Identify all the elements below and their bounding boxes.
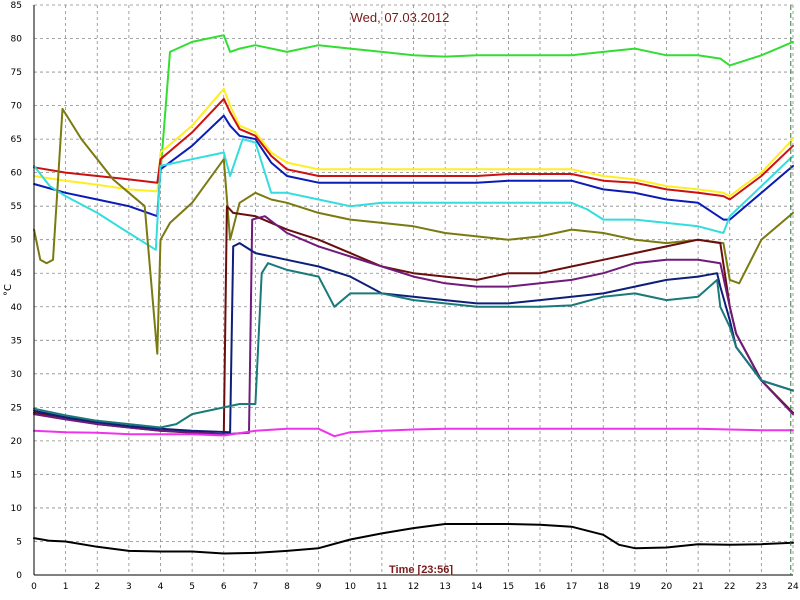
x-tick-label: 24 — [787, 582, 799, 592]
x-tick-label: 10 — [345, 582, 357, 592]
series-line — [33, 97, 794, 201]
y-tick-label: 15 — [11, 470, 22, 480]
series-line — [33, 523, 794, 555]
y-tick-label: 55 — [11, 202, 22, 212]
x-tick-label: 22 — [724, 582, 735, 592]
y-tick-label: 30 — [11, 370, 23, 380]
x-tick-label: 20 — [661, 582, 673, 592]
y-tick-label: 65 — [11, 135, 22, 145]
y-tick-label: 60 — [11, 169, 23, 179]
y-tick-label: 80 — [11, 35, 23, 45]
x-tick-label: 14 — [471, 582, 483, 592]
series-group — [33, 34, 794, 555]
x-tick-label: 7 — [253, 582, 259, 592]
y-tick-label: 0 — [16, 571, 22, 581]
y-tick-label: 25 — [11, 403, 22, 413]
x-tick-label: 13 — [439, 582, 450, 592]
series-line — [33, 242, 794, 434]
y-tick-label: 45 — [11, 269, 22, 279]
x-tick-label: 11 — [376, 582, 387, 592]
x-tick-label: 21 — [692, 582, 703, 592]
x-tick-label: 0 — [31, 582, 37, 592]
y-axis-label: °C — [3, 284, 14, 296]
series-line — [33, 262, 794, 429]
y-tick-label: 85 — [11, 1, 22, 11]
x-tick-label: 19 — [629, 582, 641, 592]
series-line — [33, 215, 794, 436]
x-tick-label: 5 — [189, 582, 195, 592]
x-tick-label: 18 — [598, 582, 610, 592]
y-tick-label: 75 — [11, 68, 22, 78]
y-tick-label: 20 — [11, 437, 23, 447]
chart-title: Wed, 07.03.2012 — [351, 10, 450, 25]
x-tick-label: 23 — [756, 582, 767, 592]
x-tick-label: 6 — [221, 582, 227, 592]
labels: Wed, 07.03.2012 Time [23:56] °C — [3, 10, 453, 576]
y-tick-label: 35 — [11, 336, 22, 346]
x-tick-label: 8 — [284, 582, 290, 592]
series-line — [33, 138, 794, 251]
x-axis-label: Time [23:56] — [389, 564, 453, 576]
y-tick-label: 5 — [16, 537, 22, 547]
axes: 0 1 2 3 4 5 6 7 8 9 10 11 12 13 14 15 16 17 18 19 20 21 22 23 24… — [11, 1, 799, 592]
y-tick-label: 70 — [11, 102, 23, 112]
x-tick-label: 15 — [503, 582, 514, 592]
y-tick-label: 50 — [11, 236, 23, 246]
x-tick-label: 12 — [408, 582, 419, 592]
x-tick-label: 17 — [566, 582, 577, 592]
series-line — [33, 107, 794, 355]
x-tick-label: 1 — [63, 582, 69, 592]
series-line — [159, 34, 794, 174]
series-line — [33, 427, 794, 438]
y-tick-label: 10 — [11, 504, 23, 514]
x-tick-label: 16 — [534, 582, 546, 592]
x-tick-label: 2 — [94, 582, 100, 592]
x-tick-label: 4 — [158, 582, 164, 592]
x-tick-label: 9 — [316, 582, 322, 592]
x-tick-label: 3 — [126, 582, 132, 592]
y-tick-label: 40 — [11, 303, 23, 313]
